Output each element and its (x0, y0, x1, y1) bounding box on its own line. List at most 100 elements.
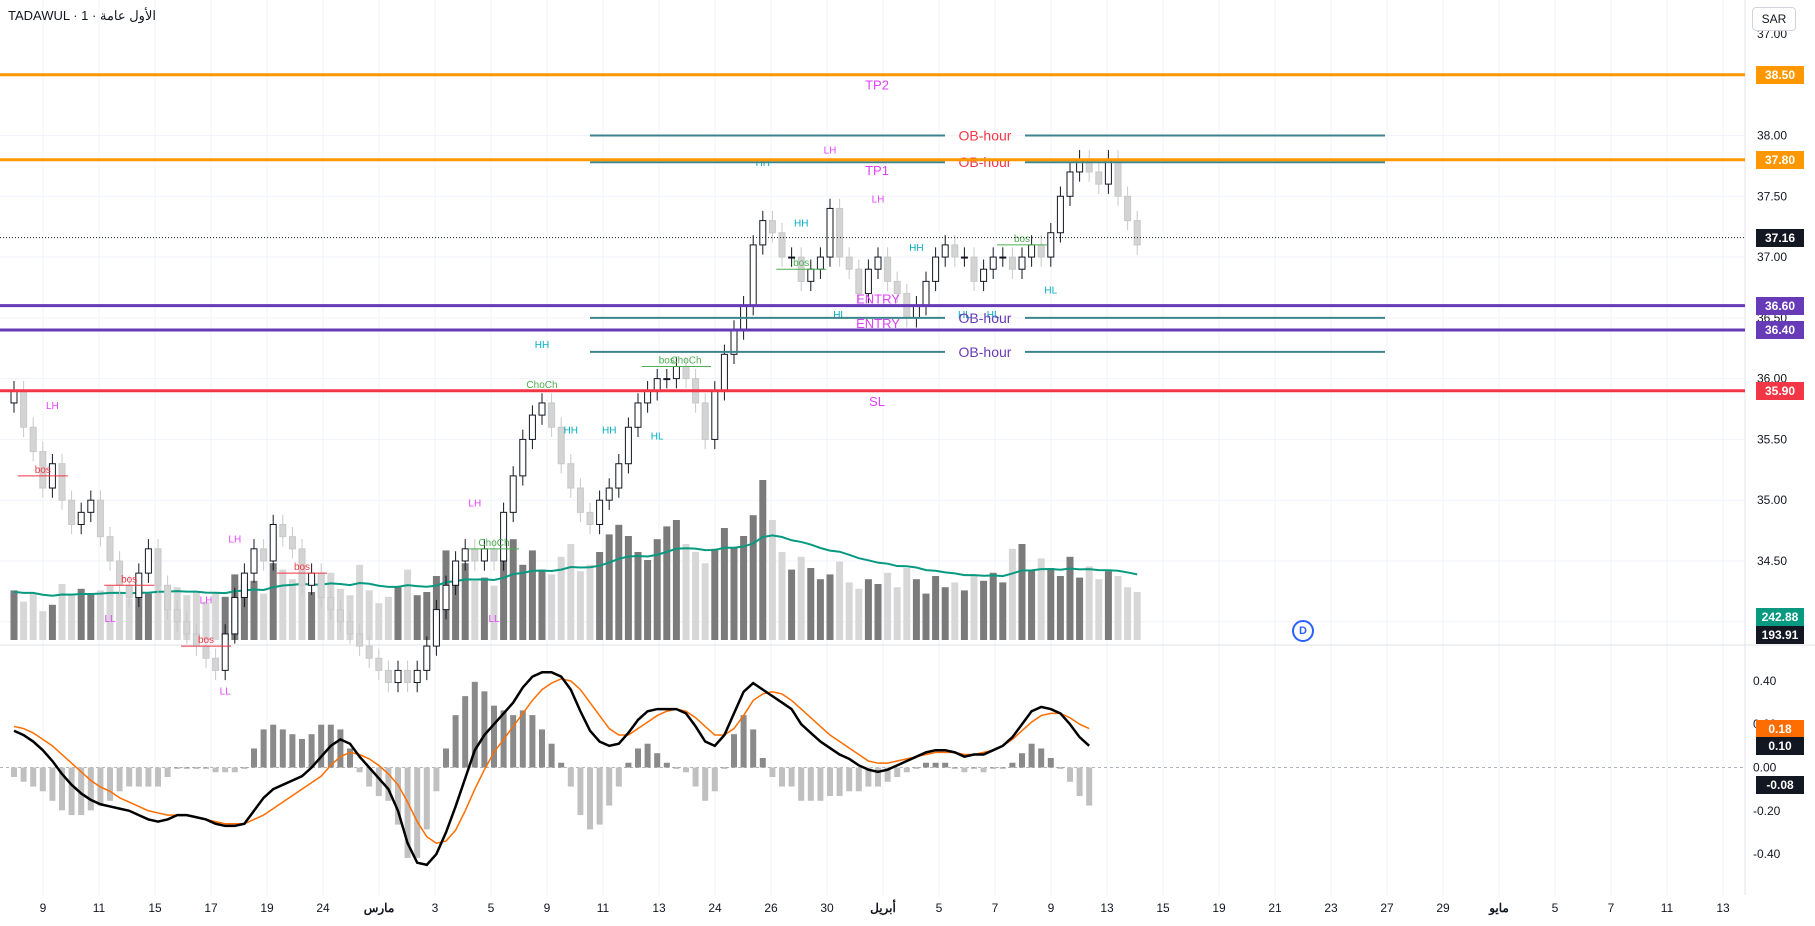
date-tick-label: 11 (93, 901, 106, 915)
candle-body (596, 499, 604, 526)
macd-histogram-bar (1067, 767, 1073, 782)
candle-body (816, 256, 824, 270)
candle-body (509, 475, 517, 513)
candle-body (500, 511, 508, 562)
candle-body (240, 572, 248, 598)
macd-histogram-bar (990, 767, 997, 769)
date-tick-label: 15 (148, 901, 162, 915)
volume-bar (1018, 544, 1026, 640)
candle-body (58, 463, 66, 501)
volume-bar (663, 526, 671, 640)
candle-body (1056, 195, 1064, 234)
macd-histogram-bar (635, 748, 641, 768)
candle-body (1008, 256, 1016, 270)
price-tick-label: 37.50 (1757, 189, 1787, 203)
macd-histogram-bar (759, 757, 766, 768)
candle-body (202, 645, 210, 659)
date-tick-label: 13 (1100, 901, 1114, 915)
volume-bar (586, 564, 594, 640)
dividend-marker-icon[interactable]: D (1292, 620, 1314, 642)
volume-bar (298, 574, 306, 640)
macd-histogram-bar (711, 767, 718, 792)
macd-histogram-bar (174, 767, 181, 769)
candle-body (519, 438, 527, 477)
volume-bar (509, 539, 517, 640)
macd-histogram-bar (539, 729, 545, 768)
macd-histogram-bar (1047, 757, 1054, 768)
volume-bar (740, 536, 748, 640)
macd-histogram-bar (491, 705, 497, 768)
macd-histogram-bar (462, 696, 469, 768)
macd-histogram-bar (452, 715, 459, 768)
volume-bar (941, 587, 949, 640)
candle-body (423, 645, 431, 671)
macd-histogram-bar (193, 767, 200, 769)
structure-event-label: bos (1014, 234, 1030, 245)
macd-histogram-bar (519, 710, 526, 768)
volume-bar (634, 552, 642, 640)
macd-histogram-bar (299, 738, 305, 768)
volume-bar (768, 520, 776, 640)
date-tick-label: 24 (708, 901, 722, 915)
volume-bar (884, 572, 892, 640)
candle-body (346, 621, 354, 635)
candle-body (922, 280, 930, 307)
macd-histogram-bar (68, 767, 75, 816)
volume-bar (308, 592, 316, 640)
macd-histogram-bar (663, 762, 670, 768)
structure-label: LH (200, 596, 213, 607)
volume-bar (154, 582, 162, 640)
structure-event-label: ChoCh (670, 355, 701, 366)
macd-histogram-bar (30, 767, 37, 787)
structure-event-label: bos (294, 562, 310, 573)
macd-histogram-bar (443, 748, 449, 768)
macd-histogram-bar (779, 767, 785, 787)
candle-body (912, 305, 920, 319)
candle-body (288, 536, 296, 550)
currency-button[interactable]: SAR (1752, 7, 1796, 31)
structure-event-label: bos (659, 355, 675, 366)
candle-body (980, 268, 988, 282)
volume-bar (701, 563, 709, 640)
volume-bar (816, 579, 824, 640)
volume-bar (893, 587, 901, 640)
date-tick-label: 19 (260, 901, 274, 915)
volume-ma-line (13, 534, 1138, 597)
candle-body (154, 548, 162, 586)
macd-histogram-bar (145, 767, 152, 787)
candle-body (1114, 159, 1122, 197)
volume-bar (720, 528, 728, 640)
candle-body (1095, 171, 1103, 185)
structure-label: LH (872, 194, 885, 205)
volume-bar (874, 584, 882, 640)
macd-histogram-bar (923, 762, 929, 768)
macd-histogram-bar (279, 729, 286, 768)
macd-histogram-bar (20, 767, 27, 782)
date-tick-label: 9 (544, 901, 551, 915)
order-block-label: OB-hour (959, 344, 1012, 360)
macd-histogram-bar (433, 767, 440, 792)
macd-histogram-bar (1076, 767, 1083, 797)
structure-event-label: bos (793, 258, 809, 269)
macd-histogram-bar (817, 767, 824, 801)
date-tick-label: 9 (1048, 901, 1055, 915)
volume-bar (394, 587, 402, 640)
volume-bar (260, 593, 268, 640)
candle-body (183, 621, 191, 635)
volume-bar (1133, 592, 1141, 640)
candle-body (557, 426, 565, 465)
macd-histogram-bar (87, 767, 94, 811)
volume-bar (653, 539, 661, 640)
volume-bar (404, 569, 412, 640)
volume-bar (87, 593, 95, 640)
macd-histogram-bar (548, 743, 555, 768)
macd-histogram-bar (769, 767, 776, 778)
volume-bar (202, 601, 210, 640)
date-tick-label: 27 (1380, 901, 1394, 915)
price-tick-label: 35.00 (1757, 493, 1787, 507)
candle-body (356, 633, 364, 647)
volume-bar (471, 580, 479, 640)
volume-bar (317, 584, 325, 640)
